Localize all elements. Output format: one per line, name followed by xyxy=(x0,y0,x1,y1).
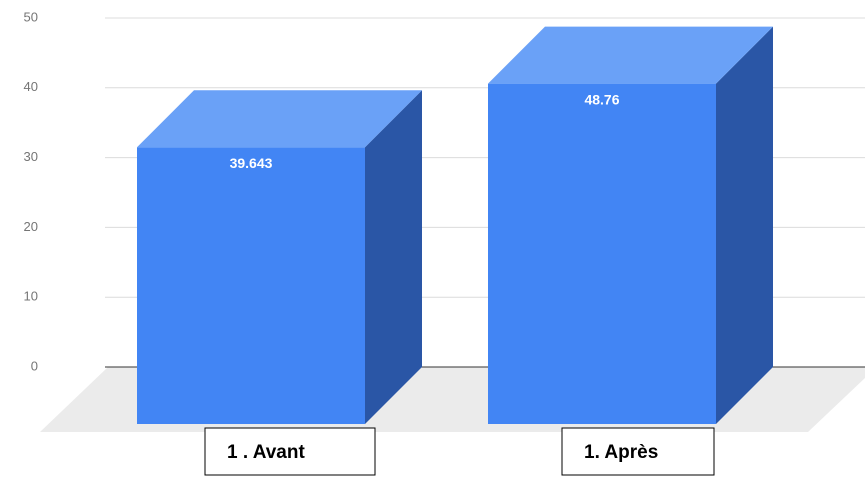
y-tick-label: 30 xyxy=(24,149,38,164)
y-tick-label: 40 xyxy=(24,79,38,94)
data-label: 39.643 xyxy=(230,155,273,171)
category-box xyxy=(561,427,715,476)
bar-top xyxy=(488,26,773,84)
bar-top xyxy=(137,90,422,148)
x-tick-label: 1 . Avant xyxy=(227,442,305,463)
data-label: 48.76 xyxy=(584,91,619,107)
y-tick-label: 10 xyxy=(24,289,38,304)
y-tick-label: 50 xyxy=(24,9,38,24)
y-tick-label: 0 xyxy=(31,358,38,373)
x-tick-label: 1. Après xyxy=(584,442,658,463)
bar xyxy=(488,83,716,424)
y-tick-label: 20 xyxy=(24,219,38,234)
bar-side xyxy=(365,90,422,424)
bar-side xyxy=(716,26,773,424)
category-box xyxy=(204,427,376,476)
bar xyxy=(137,147,365,424)
